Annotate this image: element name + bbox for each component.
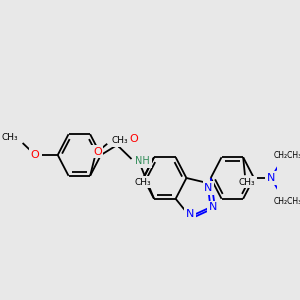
Text: CH₂CH₃: CH₂CH₃ <box>273 196 300 206</box>
Text: O: O <box>31 150 40 160</box>
Text: CH₃: CH₃ <box>135 178 152 187</box>
Text: O: O <box>130 134 139 144</box>
Text: N: N <box>267 173 275 183</box>
Text: O: O <box>93 147 102 157</box>
Text: CH₃: CH₃ <box>2 134 18 142</box>
Text: CH₃: CH₃ <box>112 136 128 145</box>
Text: N: N <box>209 202 217 212</box>
Text: N: N <box>186 208 194 219</box>
Text: NH: NH <box>135 156 150 166</box>
Text: CH₃: CH₃ <box>238 178 255 187</box>
Text: N: N <box>204 183 213 193</box>
Text: CH₂CH₃: CH₂CH₃ <box>273 151 300 160</box>
